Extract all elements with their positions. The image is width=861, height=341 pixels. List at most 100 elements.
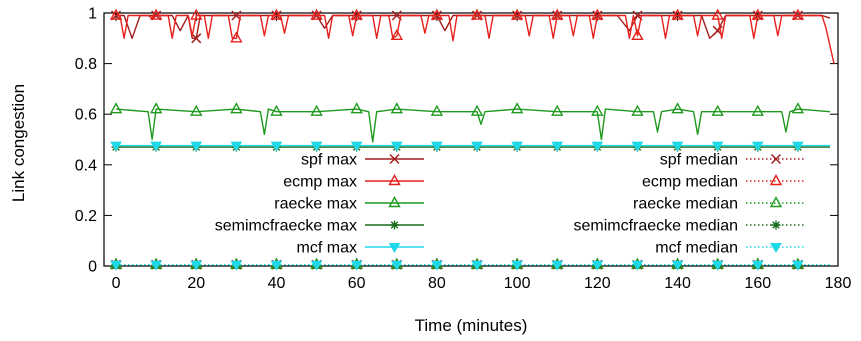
data-point-ecmp-max (109, 8, 123, 20)
legend-label: semimcfraecke median (574, 218, 739, 235)
x-tick-label: 140 (664, 275, 691, 292)
x-tick-label: 20 (187, 275, 205, 292)
legend-item-raecke-median: raecke median (633, 196, 806, 213)
data-point-mcf-median (551, 260, 564, 271)
series-group (109, 8, 835, 271)
legend-swatch-marker (388, 196, 401, 208)
legend-item-spf-median: spf median (660, 152, 806, 169)
data-point-raecke-max (109, 102, 123, 114)
data-point-mcf-median (270, 260, 283, 271)
data-point-mcf-max (591, 141, 604, 152)
data-point-ecmp-max (270, 8, 283, 20)
x-tick-label: 120 (584, 275, 611, 292)
data-point-mcf-median (711, 260, 724, 271)
series-ecmp-max (109, 8, 835, 64)
data-point-ecmp-max (751, 8, 764, 20)
data-point-raecke-max (270, 104, 283, 116)
data-point-raecke-max (350, 102, 363, 114)
data-point-ecmp-max (510, 8, 524, 20)
y-tick-label: 0.4 (75, 157, 97, 174)
legend-label: raecke max (274, 196, 357, 213)
y-axis-title: Link congestion (9, 84, 28, 202)
y-tick-label: 1 (88, 6, 97, 23)
data-point-mcf-max (711, 141, 724, 152)
x-tick-label: 0 (112, 275, 121, 292)
data-point-mcf-median (792, 260, 804, 271)
data-point-raecke-max (510, 102, 524, 114)
data-point-mcf-max (431, 141, 443, 152)
data-point-raecke-max (230, 102, 243, 114)
data-point-raecke-max (631, 104, 644, 116)
data-point-mcf-median (631, 260, 644, 271)
x-tick-label: 40 (268, 275, 286, 292)
legend-label: raecke median (633, 196, 738, 213)
data-point-ecmp-max (310, 8, 323, 20)
data-point-raecke-max (190, 104, 203, 116)
data-point-mcf-max (751, 141, 764, 152)
data-point-ecmp-max (591, 8, 604, 20)
axes: 0 0.2 0.4 0.6 0.8 1 0 20 40 60 80 100 120 140 160 180 (75, 6, 852, 293)
legend-item-mcf-max: mcf max (297, 240, 424, 257)
data-point-mcf-median (751, 260, 764, 271)
x-tick-label: 180 (825, 275, 852, 292)
data-point-mcf-median (591, 260, 604, 271)
data-point-ecmp-max (430, 8, 444, 20)
data-point-mcf-median (230, 260, 243, 271)
data-point-mcf-median (110, 260, 122, 271)
data-point-mcf-max (551, 141, 564, 152)
data-point-raecke-max (551, 104, 564, 116)
y-tick-label: 0.2 (75, 208, 97, 225)
data-point-mcf-max (511, 141, 524, 152)
legend: spf max ecmp max raecke max semimcfraecke m… (215, 152, 806, 257)
data-point-mcf-median (350, 260, 363, 271)
legend-item-ecmp-max: ecmp max (283, 174, 424, 191)
data-point-mcf-median (310, 260, 323, 271)
legend-swatch-marker (769, 174, 783, 186)
legend-swatch-marker (769, 196, 783, 208)
series-line-ecmp-max (116, 14, 835, 64)
y-tick-label: 0 (88, 259, 97, 276)
y-tick-label: 0.6 (75, 107, 97, 124)
legend-label: spf max (301, 152, 357, 169)
x-tick-label: 100 (504, 275, 531, 292)
data-point-spf-max (191, 33, 202, 44)
legend-item-semimcfraecke-max: semimcfraecke max (215, 218, 424, 235)
data-point-ecmp-max (230, 31, 243, 43)
data-point-mcf-max (150, 141, 163, 152)
legend-swatch-marker (388, 174, 401, 186)
data-point-ecmp-max (390, 28, 403, 40)
data-point-raecke-max (671, 102, 684, 114)
legend-label: ecmp max (283, 174, 357, 191)
legend-swatch-marker (389, 153, 400, 165)
data-point-mcf-max (792, 141, 804, 152)
x-tick-label: 80 (428, 275, 446, 292)
data-point-raecke-max (711, 104, 724, 116)
plot-frame (103, 12, 839, 267)
data-point-mcf-median (471, 260, 483, 271)
legend-item-raecke-max: raecke max (274, 196, 424, 213)
data-point-mcf-max (270, 141, 283, 152)
series-raecke-max (109, 102, 831, 143)
data-point-mcf-median (511, 260, 524, 271)
data-point-mcf-median (150, 260, 163, 271)
y-tick-label: 0.8 (75, 56, 97, 73)
series-mcf-median (110, 260, 830, 271)
data-point-ecmp-max (190, 8, 203, 20)
data-point-mcf-max (350, 141, 363, 152)
legend-label: mcf median (655, 240, 738, 257)
legend-swatch-marker (770, 243, 782, 253)
data-point-raecke-max (751, 104, 764, 116)
data-point-mcf-median (671, 260, 684, 271)
data-point-mcf-median (390, 260, 403, 271)
data-point-raecke-max (310, 104, 323, 116)
data-point-mcf-max (110, 141, 122, 152)
data-point-raecke-max (149, 102, 163, 114)
data-point-mcf-max (390, 141, 403, 152)
data-point-raecke-max (390, 102, 403, 114)
data-point-ecmp-max (350, 8, 363, 20)
data-point-mcf-max (230, 141, 243, 152)
legend-label: spf median (660, 152, 738, 169)
data-point-raecke-max (591, 104, 604, 116)
data-point-mcf-max (631, 141, 644, 152)
